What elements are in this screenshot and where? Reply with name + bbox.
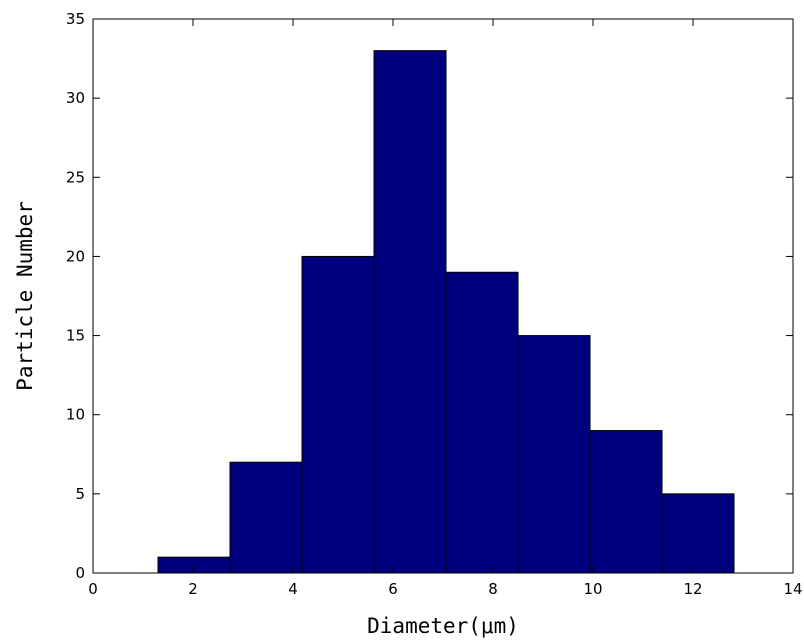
histogram-bar-7 [589,430,663,574]
x-tick-label: 8 [488,580,498,598]
x-tick-label: 0 [88,580,98,598]
histogram-bar-5 [445,271,519,574]
histogram-bar-3 [301,255,375,574]
y-tick-label: 30 [66,89,85,107]
y-tick-label: 25 [66,168,85,186]
histogram-bar-2 [229,461,303,574]
bars-group [157,50,735,574]
x-axis-ticks: 0 2 4 6 8 10 12 14 [88,19,803,598]
y-tick-label: 35 [66,10,85,28]
x-tick-label: 14 [783,580,802,598]
y-axis-label: Particle Number [13,201,37,391]
x-tick-label: 4 [288,580,298,598]
x-tick-label: 6 [388,580,398,598]
y-tick-label: 10 [66,406,85,424]
x-tick-label: 12 [683,580,702,598]
histogram-bar-1 [157,556,231,574]
y-axis-ticks: 0 5 10 15 20 25 30 35 [66,10,793,582]
y-tick-label: 15 [66,327,85,345]
x-axis-label: Diameter(μm) [367,614,519,638]
y-tick-label: 20 [66,247,85,265]
y-tick-label: 0 [75,564,85,582]
histogram-bar-8 [661,493,735,574]
y-tick-label: 5 [75,485,85,503]
x-tick-label: 10 [583,580,602,598]
x-tick-label: 2 [188,580,198,598]
plot-frame [92,18,794,574]
histogram-bar-6 [517,335,591,574]
histogram-bar-4 [373,50,447,574]
